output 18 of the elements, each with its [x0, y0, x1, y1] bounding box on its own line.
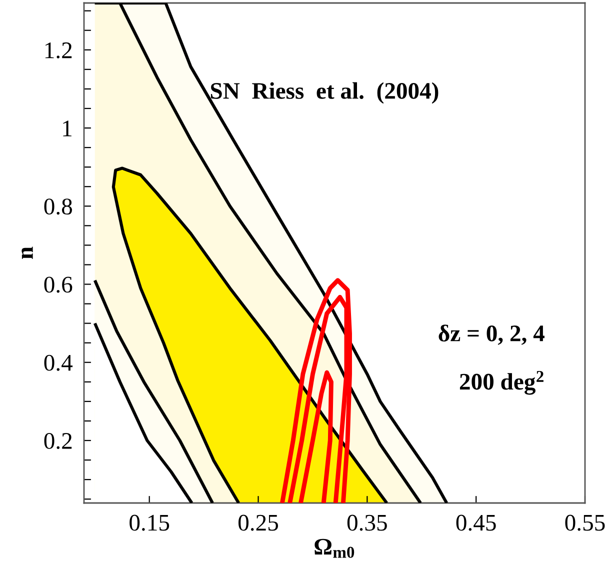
y-tick-label: 1.2	[45, 42, 72, 58]
x-tick-label: 0.35	[347, 514, 387, 531]
x-axis-title: Ω$_{m0}$	[314, 538, 354, 558]
line-series	[280, 278, 352, 503]
x-tick-label: 0.45	[456, 514, 496, 531]
y-tick-label: 0.8	[44, 198, 72, 215]
y-tick-label: 0.6	[44, 276, 72, 293]
x-tick-label: 0.55	[565, 514, 605, 531]
annotation: δz = 0, 2, 4	[438, 324, 544, 345]
x-tick-label: 0.25	[238, 514, 278, 531]
annotation: 200 deg$^{2}$	[460, 370, 544, 395]
y-tick-label: 1	[63, 120, 72, 136]
line-series	[298, 370, 334, 503]
y-tick-label: 0.2	[44, 432, 72, 450]
y-axis-title: n	[22, 246, 33, 259]
y-tick-label: 0.4	[44, 354, 73, 371]
x-tick-label: 0.15	[130, 514, 170, 531]
annotation: SN Riess et al. (2004)	[210, 82, 438, 104]
